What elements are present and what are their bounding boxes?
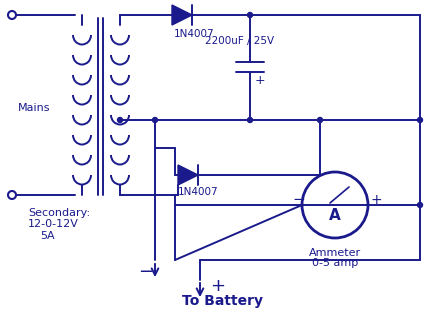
Circle shape xyxy=(417,117,422,122)
Text: Secondary:: Secondary: xyxy=(28,208,90,218)
Circle shape xyxy=(117,117,123,122)
Polygon shape xyxy=(172,5,192,25)
Text: To Battery: To Battery xyxy=(182,294,264,308)
Circle shape xyxy=(248,117,252,122)
Text: Ammeter: Ammeter xyxy=(309,248,361,258)
Text: +: + xyxy=(210,277,225,295)
Text: −: − xyxy=(292,192,305,208)
Text: 1N4007: 1N4007 xyxy=(178,187,219,197)
Text: A: A xyxy=(329,208,341,223)
Text: +: + xyxy=(255,74,266,87)
Text: Mains: Mains xyxy=(18,103,50,113)
Text: 5A: 5A xyxy=(40,231,54,241)
Text: +: + xyxy=(370,193,382,207)
Text: 0-5 amp: 0-5 amp xyxy=(312,258,358,268)
Circle shape xyxy=(417,203,422,208)
Circle shape xyxy=(318,117,322,122)
Circle shape xyxy=(248,12,252,17)
Polygon shape xyxy=(178,165,198,185)
Text: 1N4007: 1N4007 xyxy=(174,29,215,39)
Text: 2200uF / 25V: 2200uF / 25V xyxy=(205,36,274,46)
Circle shape xyxy=(153,117,157,122)
Text: 12-0-12V: 12-0-12V xyxy=(28,219,79,229)
Text: −: − xyxy=(138,263,153,281)
